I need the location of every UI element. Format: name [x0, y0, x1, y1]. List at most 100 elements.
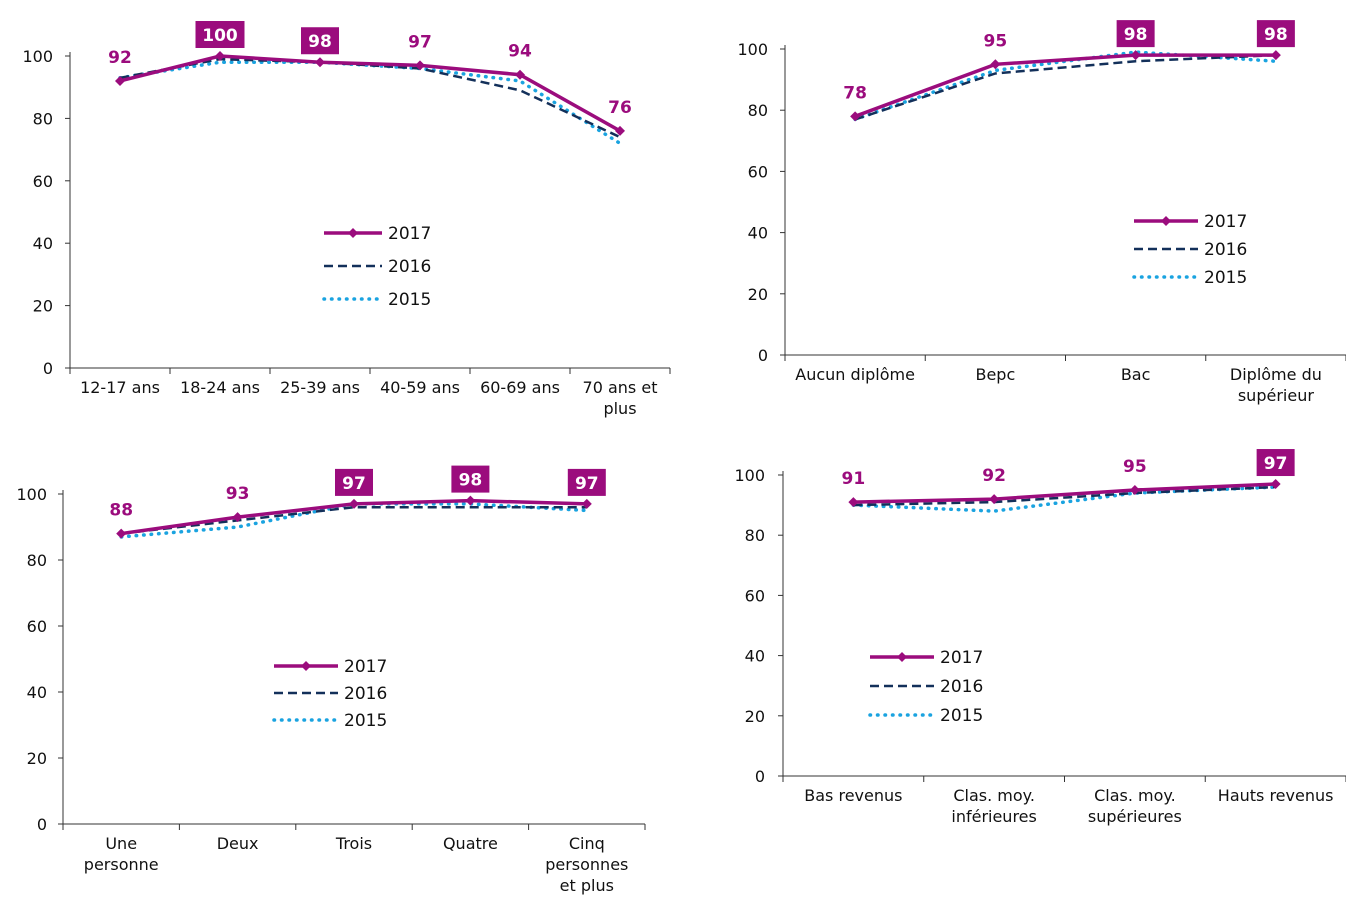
y-tick-label: 80	[748, 101, 768, 120]
x-tick-label: Clas. moy.	[953, 786, 1035, 805]
x-tick-label: 70 ans et	[583, 378, 658, 397]
data-label: 94	[508, 42, 532, 62]
x-tick-label: Trois	[335, 834, 372, 853]
x-tick-label: Aucun diplôme	[795, 365, 915, 384]
data-label: 91	[842, 469, 866, 489]
data-label: 95	[1123, 457, 1147, 477]
y-tick-label: 20	[748, 285, 768, 304]
x-tick-label: Cinq	[569, 834, 605, 853]
data-label: 97	[1264, 454, 1288, 474]
y-tick-label: 80	[27, 551, 47, 570]
legend-label: 2015	[344, 711, 387, 731]
data-point-2017	[215, 51, 225, 61]
x-tick-label: supérieures	[1088, 807, 1182, 826]
data-point-2017	[1130, 50, 1141, 61]
x-tick-label: 25-39 ans	[280, 378, 360, 397]
data-point-2017	[1270, 50, 1281, 61]
x-tick-label: 40-59 ans	[380, 378, 460, 397]
legend-label: 2016	[940, 677, 983, 697]
legend-label: 2015	[388, 290, 431, 310]
y-tick-label: 60	[33, 172, 53, 191]
data-label-box	[301, 27, 339, 55]
data-point-2017	[116, 528, 127, 539]
chart-panel-3: 0 20 40 60 80 100 Une personne Deux Trois Quatre Ci…	[16, 465, 646, 895]
legend-marker	[348, 228, 358, 238]
legend-label: 2016	[1204, 240, 1247, 260]
data-point-2017	[315, 57, 325, 68]
y-tick-label: 20	[33, 297, 53, 316]
x-tick-label: 12-17 ans	[80, 378, 160, 397]
data-label-box	[335, 468, 373, 496]
y-tick-label: 40	[745, 647, 765, 666]
chart-panel-2: 0 20 40 60 80 100 Aucun diplôme Bepc Bac Diplôme …	[737, 20, 1346, 405]
x-tick-label: personnes	[545, 855, 628, 874]
x-tick-label: plus	[603, 399, 636, 418]
legend-marker	[897, 652, 907, 662]
data-label: 92	[108, 48, 132, 68]
series-line-2016	[119, 57, 621, 139]
legend-label: 2016	[344, 684, 387, 704]
x-tick-label: Hauts revenus	[1218, 786, 1334, 805]
x-tick-label: Bepc	[975, 365, 1015, 384]
x-tick-label: 60-69 ans	[480, 378, 560, 397]
x-tick-label: Bac	[1121, 365, 1151, 384]
chart-panel-1: 0 20 40 60 80 100 12-17 ans 18-24 ans 25-39 ans 4…	[22, 21, 671, 418]
legend: 2017 2016 2015	[272, 657, 387, 731]
legend-label: 2016	[388, 257, 431, 277]
legend-label: 2015	[1204, 268, 1247, 288]
data-point-2017	[989, 494, 1000, 505]
series-line-2017	[853, 482, 1276, 504]
series-line-2017	[854, 53, 1276, 118]
y-tick-label: 100	[22, 47, 53, 66]
data-point-2017	[848, 497, 859, 508]
data-label: 98	[1264, 25, 1288, 45]
data-label: 78	[843, 83, 867, 103]
y-tick-label: 100	[737, 40, 768, 59]
y-tick-label: 40	[33, 234, 53, 253]
x-tick-label: Deux	[217, 834, 259, 853]
x-tick-label: Diplôme du	[1230, 365, 1322, 384]
y-tick-label: 80	[745, 526, 765, 545]
legend: 2017 2016 2015	[1132, 212, 1247, 288]
data-label: 92	[982, 466, 1006, 486]
data-label: 76	[608, 98, 632, 118]
data-point-2017	[349, 498, 359, 509]
data-label-box	[567, 468, 606, 496]
data-label: 88	[109, 501, 133, 521]
data-label: 97	[408, 32, 432, 52]
data-point-2017	[615, 125, 625, 136]
legend-label: 2015	[940, 706, 983, 726]
data-point-2017	[415, 60, 425, 71]
data-label: 100	[202, 26, 238, 46]
data-point-2017	[115, 75, 125, 86]
y-tick-label: 20	[27, 749, 47, 768]
y-tick-label: 0	[37, 815, 47, 834]
data-label-box	[195, 21, 245, 48]
data-label: 98	[459, 471, 483, 491]
legend: 2017 2016 2015	[322, 224, 431, 310]
x-tick-label: Bas revenus	[804, 786, 902, 805]
data-label: 93	[226, 484, 250, 504]
x-tick-label: Quatre	[443, 834, 498, 853]
data-label: 97	[575, 474, 599, 494]
series-line-2015	[119, 502, 589, 539]
series-line-2016	[121, 505, 587, 535]
legend-label: 2017	[1204, 212, 1247, 232]
series-line-2016	[854, 53, 1276, 121]
x-tick-label: Clas. moy.	[1094, 786, 1176, 805]
data-label: 95	[984, 31, 1008, 51]
data-label-box	[451, 465, 490, 493]
series-line-2015	[118, 60, 622, 146]
data-label: 97	[342, 474, 366, 494]
data-label-box	[1256, 20, 1295, 48]
legend: 2017 2016 2015	[868, 648, 983, 726]
y-tick-label: 40	[27, 683, 47, 702]
y-tick-label: 20	[745, 707, 765, 726]
y-tick-label: 60	[748, 162, 768, 181]
data-point-2017	[515, 69, 525, 80]
legend-label: 2017	[940, 648, 983, 668]
series-line-2017	[119, 54, 621, 133]
data-point-2017	[581, 498, 592, 509]
y-tick-label: 60	[745, 586, 765, 605]
